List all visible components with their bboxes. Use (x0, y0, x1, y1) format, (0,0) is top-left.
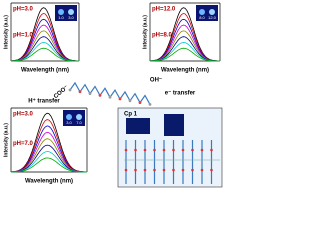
inset-label: 3.0 (66, 120, 72, 125)
lattice-node (153, 168, 156, 172)
lattice-node (191, 148, 194, 152)
glow (66, 114, 72, 120)
glow (76, 114, 82, 120)
crystal-inset (164, 114, 184, 136)
atom (88, 92, 92, 95)
spectrum-curve (149, 47, 220, 62)
ph-label: pH=1.0 (13, 32, 34, 38)
spectrum-curve (10, 157, 87, 173)
photo-inset (63, 110, 85, 126)
glow (209, 9, 215, 15)
lattice-node (124, 148, 128, 152)
lattice-node (162, 168, 166, 172)
atom (118, 97, 122, 101)
inset-label: 12.0 (208, 15, 217, 20)
photo-inset (55, 5, 77, 21)
lattice-node (191, 168, 194, 172)
atom (78, 90, 82, 94)
lattice-node (162, 148, 166, 152)
glow (58, 9, 64, 15)
spectrum-curve (10, 47, 79, 62)
atom (138, 101, 142, 104)
glow (68, 9, 74, 15)
y-axis-label: Intensity (a.u.) (3, 15, 9, 49)
lattice-node (172, 168, 175, 172)
crystal-inset (126, 118, 150, 134)
e-transfer-label: e⁻ transfer (165, 91, 196, 97)
ph-label: pH=3.0 (13, 7, 34, 13)
crystal-panel: Cp 1 (117, 107, 223, 188)
x-axis-label: Wavelength (nm) (25, 179, 73, 185)
atom (108, 95, 112, 99)
inset-label: 8.0 (199, 15, 205, 20)
x-axis-label: Wavelength (nm) (21, 68, 69, 74)
graphical-abstract: H⁺ transfer COO⁻ OH⁻ e⁻ transfer Cp 1 In… (3, 2, 223, 188)
h-transfer-label: H⁺ transfer (28, 98, 60, 105)
lattice-node (124, 168, 128, 172)
lattice-node (143, 168, 147, 172)
lattice-node (181, 168, 185, 172)
oh-label: OH⁻ (150, 78, 162, 84)
lattice (124, 140, 220, 184)
photo-inset (196, 5, 218, 21)
lattice-node (200, 148, 204, 152)
atom (148, 103, 152, 106)
crystal-label: Cp 1 (124, 112, 138, 118)
lattice-node (153, 148, 156, 152)
atom (128, 99, 132, 103)
molecule-chain (68, 81, 152, 106)
ph-label: pH=12.0 (152, 7, 176, 13)
lattice-node (143, 148, 147, 152)
ph-label: pH=7.0 (13, 141, 34, 147)
lattice-node (200, 168, 204, 172)
ph-label: pH=8.0 (152, 32, 173, 38)
x-axis-label: Wavelength (nm) (161, 68, 209, 74)
lattice-node (210, 168, 213, 172)
lattice-node (172, 148, 175, 152)
lattice-node (134, 168, 137, 172)
ph-label: pH=3.0 (13, 112, 34, 118)
inset-label: 1.0 (58, 15, 64, 20)
inset-label: 7.0 (76, 120, 82, 125)
lattice-node (181, 148, 185, 152)
inset-label: 3.0 (68, 15, 74, 20)
glow (199, 9, 205, 15)
atom (68, 88, 72, 92)
lattice-node (134, 148, 137, 152)
atom (98, 94, 102, 97)
y-axis-label: Intensity (a.u.) (142, 15, 148, 49)
lattice-node (210, 148, 213, 152)
y-axis-label: Intensity (a.u.) (3, 123, 9, 157)
